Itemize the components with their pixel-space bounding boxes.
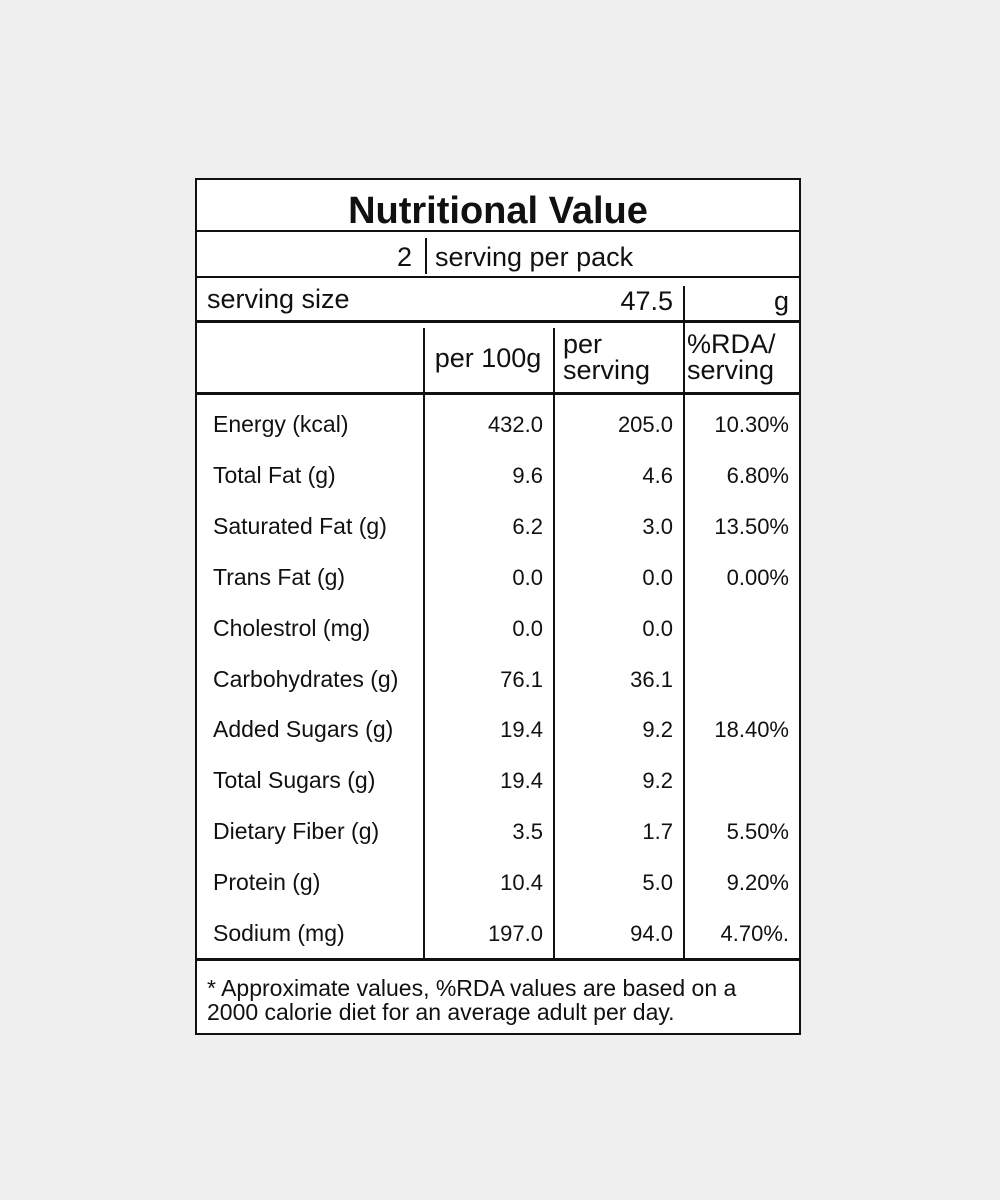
nutrient-value: 197.0 xyxy=(487,921,543,946)
nutrient-value: 9.20% xyxy=(726,870,789,896)
nutrient-name: Total Sugars (g) xyxy=(213,767,376,794)
nutrient-value: 0.0 xyxy=(642,615,673,641)
nutrient-value: 0.0 xyxy=(512,615,543,641)
nutrient-value: 4.6 xyxy=(642,462,673,488)
servings-label: serving per pack xyxy=(435,242,634,272)
rule xyxy=(197,276,799,278)
nutrient-value: 19.4 xyxy=(500,717,543,743)
serving-size-value: 47.5 xyxy=(620,286,673,316)
nutrient-value: 1.7 xyxy=(642,819,673,845)
nutrient-value: 18.40% xyxy=(714,717,789,743)
divider xyxy=(553,328,555,958)
rule xyxy=(197,958,799,961)
column-header: %RDA/ serving xyxy=(687,329,776,385)
nutrient-name: Trans Fat (g) xyxy=(213,563,346,590)
nutrient-value: 0.00% xyxy=(726,564,789,590)
divider xyxy=(683,323,685,958)
divider xyxy=(423,328,425,958)
nutrient-value: 13.50% xyxy=(714,513,789,539)
nutrient-value: 4.70%. xyxy=(720,921,790,946)
nutrient-value: 10.30% xyxy=(714,412,789,437)
nutrient-value: 0.0 xyxy=(642,564,673,590)
nutrient-value: 10.4 xyxy=(500,870,543,896)
footnote: * Approximate values, %RDA values are ba… xyxy=(207,975,737,1026)
nutrient-value: 432.0 xyxy=(487,412,543,437)
rule xyxy=(197,230,799,232)
divider xyxy=(683,286,685,320)
nutrient-value: 19.4 xyxy=(500,768,543,794)
nutrient-value: 5.0 xyxy=(642,870,673,896)
nutrient-value: 6.80% xyxy=(726,462,789,488)
nutrient-value: 76.1 xyxy=(500,666,543,692)
serving-size-unit: g xyxy=(773,286,789,316)
column-header: per 100g xyxy=(434,343,542,373)
nutrition-label: Nutritional Value 2 serving per pack ser… xyxy=(195,178,801,1035)
nutrient-name: Protein (g) xyxy=(213,869,321,896)
nutrient-value: 3.5 xyxy=(512,819,543,845)
title: Nutritional Value xyxy=(348,190,648,232)
nutrient-name: Dietary Fiber (g) xyxy=(213,818,380,845)
nutrient-value: 9.2 xyxy=(642,717,673,743)
nutrient-name: Cholestrol (mg) xyxy=(213,614,371,641)
nutrient-value: 9.6 xyxy=(512,462,543,488)
nutrient-value: 36.1 xyxy=(630,666,673,692)
nutrient-name: Total Fat (g) xyxy=(213,461,336,488)
nutrient-value: 6.2 xyxy=(512,513,543,539)
nutrient-value: 0.0 xyxy=(512,564,543,590)
divider xyxy=(425,238,427,274)
nutrient-value: 9.2 xyxy=(642,768,673,794)
nutrient-name: Energy (kcal) xyxy=(213,411,349,437)
nutrient-name: Added Sugars (g) xyxy=(213,716,394,743)
nutrient-value: 94.0 xyxy=(630,921,673,946)
nutrient-name: Carbohydrates (g) xyxy=(213,665,399,692)
servings-count: 2 xyxy=(396,242,412,272)
nutrient-value: 3.0 xyxy=(642,513,673,539)
rule xyxy=(197,392,799,395)
nutrient-name: Saturated Fat (g) xyxy=(213,512,387,539)
serving-size-label: serving size xyxy=(207,284,350,314)
nutrient-name: Sodium (mg) xyxy=(213,920,345,946)
nutrient-value: 205.0 xyxy=(617,412,673,437)
rule xyxy=(197,320,799,323)
nutrient-value: 5.50% xyxy=(726,819,789,845)
column-header: per serving xyxy=(563,329,651,385)
